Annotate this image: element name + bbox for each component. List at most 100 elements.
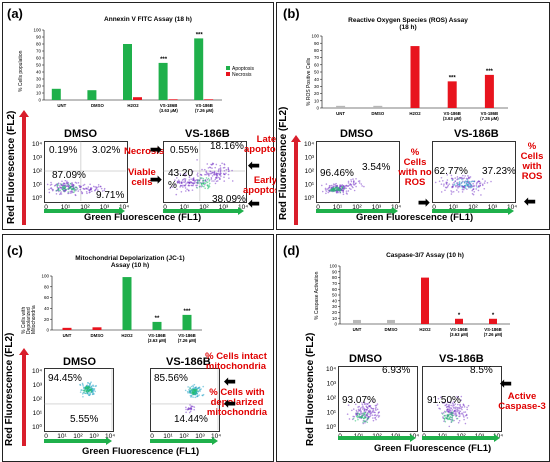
event-dot (77, 190, 80, 192)
x-tick-label: DMSO (385, 327, 399, 332)
y-tick-label: 10 (314, 98, 320, 103)
event-dot (375, 418, 377, 421)
event-dot (361, 403, 364, 406)
event-dot (90, 188, 92, 190)
event-dot (335, 182, 337, 185)
event-dot (356, 416, 359, 419)
event-dot (64, 185, 67, 187)
event-dot (189, 390, 191, 393)
event-dot (333, 188, 335, 190)
event-dot (182, 184, 184, 187)
event-dot (347, 185, 349, 188)
event-dot (366, 409, 368, 411)
flow-d-xlabel: Green Fluorescence (FL1) (374, 443, 492, 454)
flow-a-right-title: VS-186B (185, 128, 230, 140)
event-dot (456, 395, 458, 398)
event-dot (472, 180, 475, 183)
event-dot (194, 390, 197, 392)
event-dot (461, 191, 464, 193)
event-dot (95, 186, 98, 188)
flow-c-right-lower: 14.44% (174, 414, 208, 425)
event-dot (89, 393, 92, 396)
event-dot (366, 421, 369, 424)
event-dot (451, 419, 453, 421)
event-dot (227, 170, 230, 173)
event-dot (89, 383, 91, 386)
ann-ros: % Cells with ROS (520, 141, 544, 182)
event-dot (475, 188, 478, 190)
flow-x-tick: 0 (432, 204, 436, 211)
x-tick-label: (7.26 µM) (480, 116, 499, 121)
ann-early-apoptosis: Early apoptosis (243, 175, 288, 196)
event-dot (442, 185, 445, 187)
event-dot (370, 411, 373, 414)
event-dot (326, 188, 328, 190)
event-dot (457, 191, 460, 193)
event-dot (458, 412, 461, 415)
event-dot (184, 190, 187, 192)
flow-x-tick: 10³ (100, 204, 110, 211)
event-dot (205, 170, 208, 173)
event-dot (450, 421, 453, 423)
chart-a-legend: Apoptosis Necrosis (226, 66, 254, 78)
event-dot (320, 184, 323, 187)
event-dot (471, 189, 474, 192)
event-dot (334, 183, 336, 186)
event-dot (438, 407, 440, 410)
event-dot (209, 170, 212, 173)
flow-d-right-title: VS-186B (439, 353, 484, 365)
event-dot (361, 414, 363, 416)
flow-y-tick: 10⁰ (32, 423, 42, 431)
event-dot (70, 190, 73, 192)
event-dot (227, 168, 230, 170)
event-dot (193, 182, 195, 184)
event-dot (201, 168, 203, 171)
event-dot (362, 412, 364, 415)
y-tick-label: 40 (314, 77, 320, 82)
event-dot (448, 183, 451, 185)
event-dot (451, 416, 453, 419)
event-dot (353, 189, 356, 192)
event-dot (213, 171, 216, 174)
bar (387, 319, 395, 324)
event-dot (466, 408, 468, 411)
event-dot (196, 173, 199, 176)
event-dot (484, 180, 486, 182)
event-dot (449, 401, 452, 403)
event-dot (208, 179, 211, 181)
event-dot (188, 388, 190, 391)
significance-label: *** (196, 32, 204, 38)
event-dot (332, 183, 335, 185)
event-dot (366, 403, 368, 405)
event-dot (450, 413, 452, 416)
event-dot (351, 409, 353, 412)
event-dot (447, 184, 450, 187)
flow-x-tick: 10³ (372, 204, 382, 211)
event-dot (69, 192, 71, 194)
flow-c-right-plot (150, 368, 220, 432)
event-dot (451, 415, 454, 417)
flow-d-right-plot (422, 366, 502, 432)
panel-c-label: (c) (7, 243, 23, 258)
event-dot (347, 182, 350, 184)
event-dot (201, 394, 204, 397)
x-tick-label: H2O2 (121, 333, 133, 338)
y-tick-label: 10 (36, 91, 42, 96)
event-dot (196, 181, 199, 183)
arrow-early-icon: ⬅ (248, 195, 260, 211)
flow-x-tick: 10¹ (180, 204, 190, 211)
x-tick-label: UNT (63, 333, 72, 338)
x-tick-label: (7.26 µM) (195, 108, 214, 113)
event-dot (82, 385, 84, 387)
event-dot (356, 410, 358, 413)
y-tick-label: 40 (44, 306, 50, 311)
event-dot (63, 190, 65, 193)
event-dot (67, 191, 70, 193)
event-dot (375, 406, 377, 409)
event-dot (463, 177, 466, 179)
flow-a-left-lr: 9.71% (96, 190, 125, 201)
event-dot (446, 174, 449, 176)
event-dot (67, 192, 69, 195)
event-dot (87, 188, 89, 190)
event-dot (459, 410, 462, 413)
